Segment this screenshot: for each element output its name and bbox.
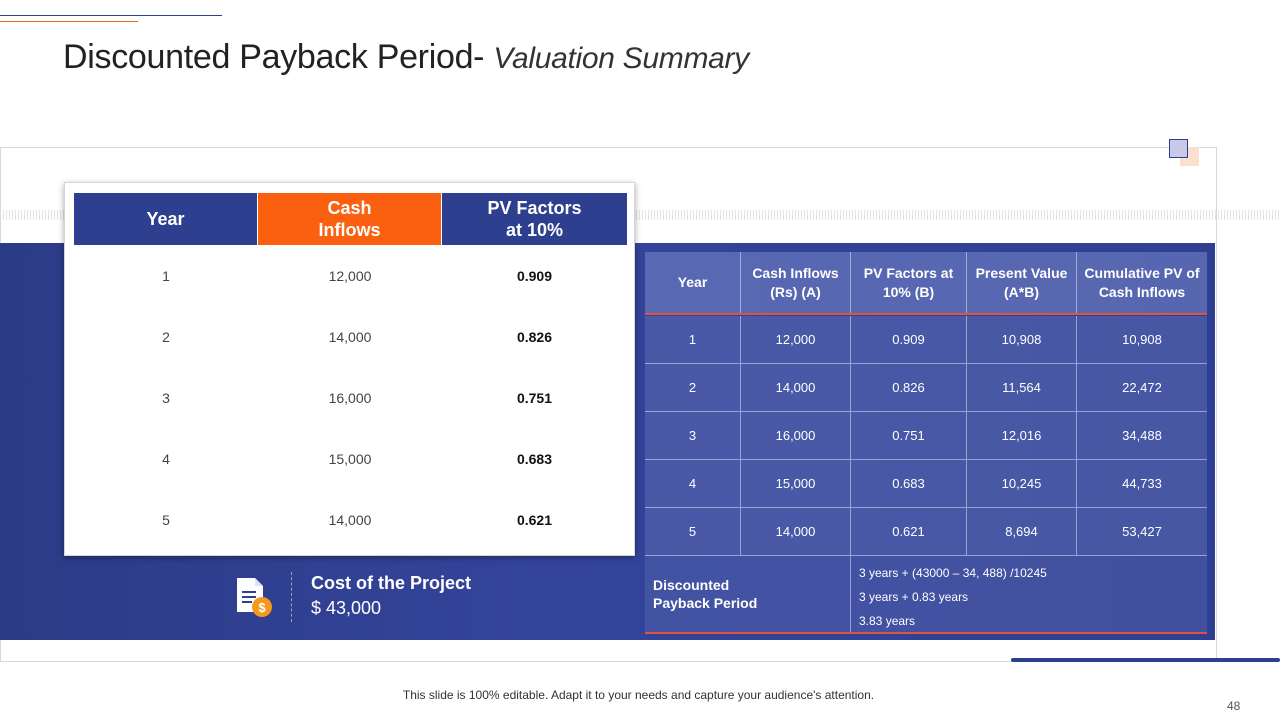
table-row: 3 16,000 0.751 12,016 34,488: [645, 412, 1207, 460]
cell-pv-factor: 0.826: [851, 364, 967, 411]
cell-year: 5: [645, 508, 741, 555]
cell-cash-inflow: 14,000: [741, 364, 851, 411]
cost-divider: [291, 572, 292, 622]
header-cash-inflows: Cash Inflows: [258, 193, 442, 245]
table-row: 2 14,000 0.826: [74, 306, 627, 367]
table-row: 1 12,000 0.909: [74, 245, 627, 306]
header-cash-inflows: Cash Inflows (Rs) (A): [741, 252, 851, 313]
cell-pv-factor: 0.751: [851, 412, 967, 459]
svg-text:$: $: [258, 600, 266, 615]
cell-present-value: 12,016: [967, 412, 1077, 459]
cell-pv-factor: 0.621: [516, 511, 553, 528]
cell-cash-inflow: 14,000: [741, 508, 851, 555]
cell-cumulative-pv: 53,427: [1122, 524, 1162, 539]
cell-year: 4: [645, 460, 741, 507]
calc-line: 3 years + (43000 – 34, 488) /10245: [859, 566, 1047, 580]
title-subtitle: Valuation Summary: [493, 42, 749, 75]
table-row: 1 12,000 0.909 10,908 10,908: [645, 316, 1207, 364]
calc-line: 3.83 years: [859, 614, 916, 628]
cell-present-value: 10,908: [967, 316, 1077, 363]
discounted-payback-label: Discounted Payback Period: [645, 556, 851, 632]
document-dollar-icon: $: [237, 578, 272, 617]
table-row: 4 15,000 0.683 10,245 44,733: [645, 460, 1207, 508]
header-pv-factors: PV Factors at 10%: [442, 193, 627, 245]
table-row: 5 14,000 0.621: [74, 489, 627, 550]
cell-cash-inflow: 16,000: [741, 412, 851, 459]
cell-year: 3: [162, 389, 170, 406]
footer-note: This slide is 100% editable. Adapt it to…: [402, 688, 875, 702]
cell-pv-factor: 0.909: [851, 316, 967, 363]
cell-present-value: 10,245: [967, 460, 1077, 507]
cell-pv-factor: 0.751: [516, 389, 553, 406]
cost-label: Cost of the Project: [311, 573, 472, 593]
cell-year: 2: [162, 328, 170, 345]
header-present-value: Present Value (A*B): [967, 252, 1077, 313]
cell-year: 5: [162, 511, 170, 528]
table-row: 5 14,000 0.621 8,694 53,427: [645, 508, 1207, 556]
table-row: 2 14,000 0.826 11,564 22,472: [645, 364, 1207, 412]
cost-value: $ 43,000: [311, 598, 382, 618]
cell-pv-factor: 0.683: [516, 450, 553, 467]
discounted-payback-calc: 3 years + (43000 – 34, 488) /10245 3 yea…: [851, 556, 1207, 632]
cell-cash-inflow: 14,000: [328, 328, 372, 345]
cell-cumulative-pv: 44,733: [1122, 476, 1162, 491]
cell-present-value: 11,564: [967, 364, 1077, 411]
cell-year: 4: [162, 450, 170, 467]
page-title: Discounted Payback Period- Valuation Sum…: [63, 38, 749, 77]
corner-square-lavender: [1169, 139, 1188, 158]
header-cumulative-pv: Cumulative PV of Cash Inflows: [1084, 264, 1200, 300]
cash-inflows-card: Year Cash Inflows PV Factors at 10% 1 12…: [64, 182, 635, 556]
cell-cumulative-pv: 34,488: [1122, 428, 1162, 443]
cell-year: 1: [645, 316, 741, 363]
cell-year: 3: [645, 412, 741, 459]
valuation-table-header: Year Cash Inflows (Rs) (A) PV Factors at…: [645, 252, 1207, 315]
cell-cumulative-pv: 10,908: [1122, 332, 1162, 347]
calc-line: 3 years + 0.83 years: [859, 590, 969, 604]
cell-cash-inflow: 15,000: [328, 450, 372, 467]
header-year: Year: [74, 193, 258, 245]
accent-line-blue: [0, 15, 222, 16]
table-row: 3 16,000 0.751: [74, 367, 627, 428]
cell-pv-factor: 0.621: [851, 508, 967, 555]
header-pv-factors: PV Factors at 10% (B): [851, 252, 967, 313]
cell-cash-inflow: 12,000: [328, 267, 372, 284]
title-main: Discounted Payback Period-: [63, 38, 494, 76]
cell-cash-inflow: 12,000: [741, 316, 851, 363]
cell-year: 2: [645, 364, 741, 411]
dotted-band: [0, 210, 1280, 220]
table-row: 4 15,000 0.683: [74, 428, 627, 489]
discounted-payback-row: Discounted Payback Period 3 years + (430…: [645, 556, 1207, 634]
cell-cumulative-pv: 22,472: [1122, 380, 1162, 395]
bottom-accent-bar: [1011, 658, 1280, 662]
cell-pv-factor: 0.826: [516, 328, 553, 345]
cell-cash-inflow: 14,000: [328, 511, 372, 528]
accent-line-orange: [0, 21, 138, 22]
cell-present-value: 8,694: [967, 508, 1077, 555]
cell-year: 1: [162, 267, 170, 284]
cell-cash-inflow: 15,000: [741, 460, 851, 507]
cell-cash-inflow: 16,000: [328, 389, 372, 406]
page-number: 48: [1227, 699, 1241, 713]
cell-pv-factor: 0.909: [516, 267, 553, 284]
card-table-header: Year Cash Inflows PV Factors at 10%: [74, 193, 627, 245]
cell-pv-factor: 0.683: [851, 460, 967, 507]
header-year: Year: [645, 252, 741, 313]
